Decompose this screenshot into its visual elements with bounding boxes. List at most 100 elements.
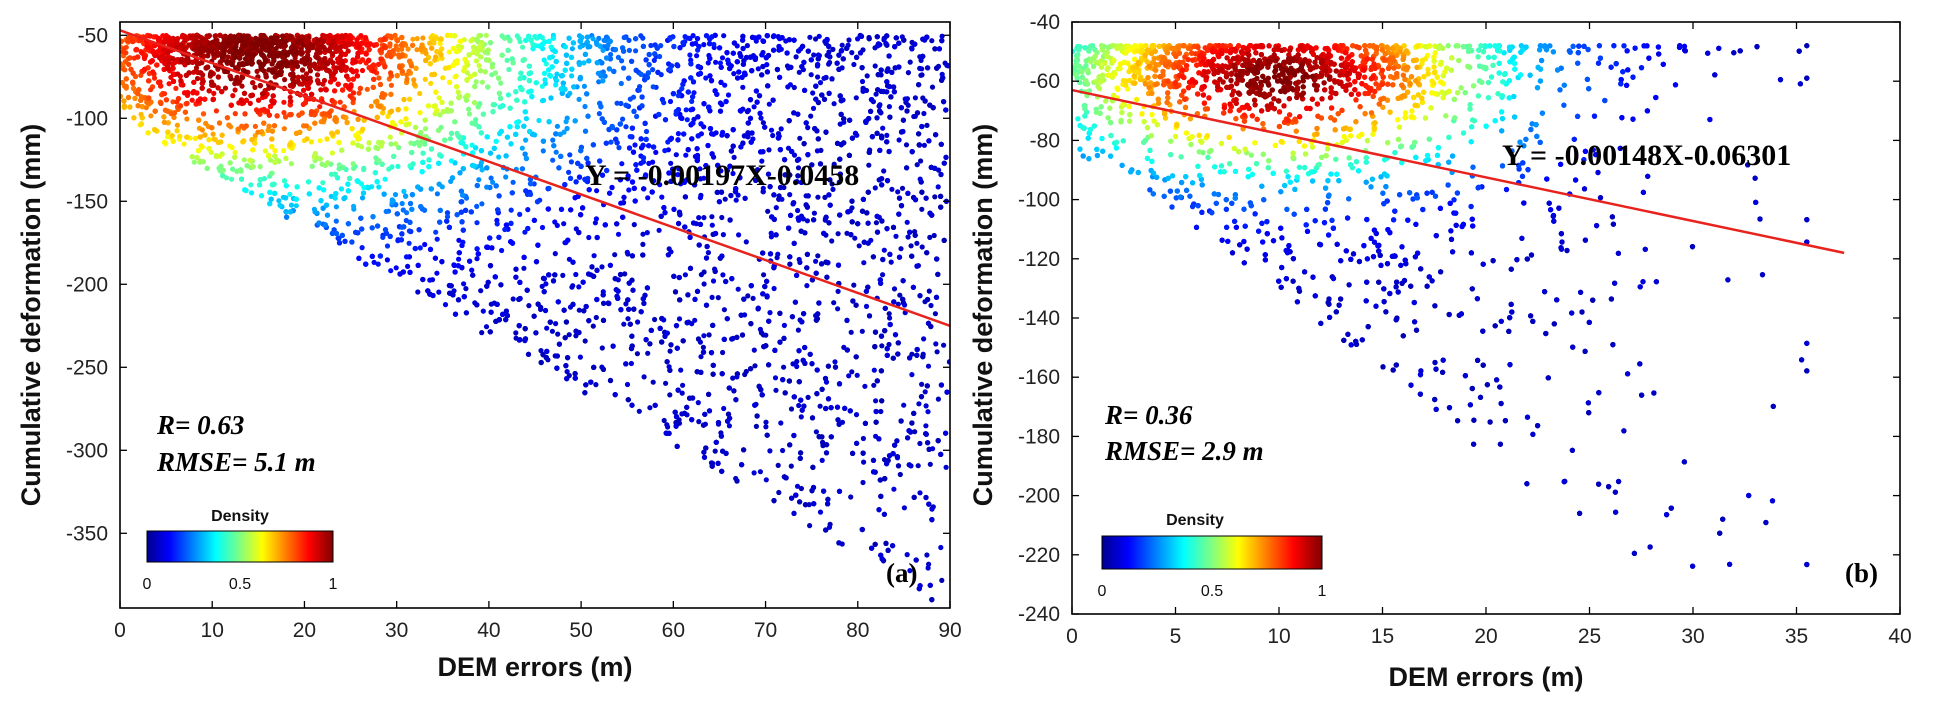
scatter-point — [562, 67, 568, 73]
scatter-point — [839, 419, 846, 425]
scatter-point — [558, 206, 565, 212]
scatter-point — [914, 346, 920, 353]
scatter-point — [591, 253, 597, 259]
scatter-point — [553, 131, 559, 137]
scatter-point — [582, 128, 589, 134]
scatter-point — [729, 276, 735, 282]
scatter-point — [517, 279, 523, 285]
scatter-point — [415, 262, 421, 268]
scatter-point — [637, 84, 643, 90]
scatter-point — [600, 317, 607, 323]
scatter-point — [901, 402, 907, 408]
scatter-point — [498, 282, 504, 288]
scatter-point — [924, 552, 930, 558]
scatter-point — [821, 96, 828, 102]
scatter-point — [698, 354, 704, 360]
scatter-point — [586, 318, 592, 324]
scatter-point — [566, 332, 572, 338]
scatter-point — [626, 145, 633, 151]
scatter-point — [861, 239, 867, 245]
scatter-point — [561, 129, 567, 135]
scatter-point — [404, 210, 410, 216]
scatter-point — [897, 471, 903, 478]
scatter-point — [879, 556, 885, 562]
scatter-point — [925, 65, 931, 71]
scatter-point — [917, 65, 923, 71]
scatter-point — [771, 498, 777, 504]
scatter-point — [496, 193, 502, 199]
scatter-point — [582, 51, 589, 58]
scatter-point — [775, 135, 782, 141]
scatter-point — [798, 397, 804, 403]
scatter-point — [496, 234, 502, 240]
scatter-point — [608, 139, 614, 145]
scatter-point — [612, 47, 619, 53]
scatter-point — [788, 212, 794, 218]
scatter-point — [938, 451, 944, 457]
scatter-point — [789, 495, 795, 501]
scatter-point — [835, 262, 842, 268]
scatter-point — [412, 245, 418, 252]
scatter-point — [892, 44, 898, 50]
scatter-point — [941, 99, 947, 105]
scatter-point — [810, 90, 816, 96]
scatter-point — [689, 136, 695, 142]
scatter-point — [893, 233, 899, 239]
scatter-point — [904, 552, 910, 558]
scatter-point — [824, 274, 830, 280]
scatter-point — [721, 33, 727, 39]
scatter-point — [527, 128, 533, 135]
scatter-point — [749, 130, 755, 136]
scatter-point — [807, 351, 813, 357]
scatter-point — [594, 296, 600, 303]
scatter-point — [695, 133, 701, 139]
scatter-point — [503, 174, 509, 180]
scatter-point — [721, 405, 727, 412]
scatter-point — [882, 328, 888, 334]
scatter-point — [799, 407, 805, 413]
scatter-point — [556, 341, 563, 347]
scatter-point — [599, 264, 605, 270]
scatter-point — [461, 281, 467, 287]
scatter-point — [489, 245, 495, 251]
scatter-point — [487, 235, 493, 241]
scatter-point — [719, 214, 725, 221]
scatter-point — [664, 330, 671, 336]
scatter-point — [493, 138, 499, 144]
scatter-point — [480, 308, 486, 314]
scatter-point — [573, 333, 579, 339]
scatter-point — [874, 115, 880, 121]
scatter-point — [804, 283, 810, 289]
scatter-point — [708, 350, 715, 356]
scatter-point — [817, 509, 824, 515]
scatter-point — [901, 505, 908, 511]
scatter-point — [624, 381, 631, 388]
scatter-point — [723, 450, 729, 456]
scatter-point — [272, 190, 278, 196]
scatter-point — [356, 255, 362, 261]
scatter-point — [929, 597, 935, 603]
scatter-point — [269, 182, 275, 188]
scatter-point — [674, 443, 680, 449]
scatter-point — [863, 303, 870, 309]
scatter-point — [792, 299, 799, 305]
scatter-point — [832, 359, 838, 365]
scatter-point — [788, 64, 794, 70]
scatter-point — [698, 272, 705, 278]
scatter-point — [791, 394, 797, 400]
scatter-point — [865, 220, 871, 226]
scatter-point — [791, 432, 797, 439]
scatter-point — [640, 252, 646, 258]
scatter-point — [895, 189, 901, 195]
scatter-point — [668, 249, 674, 255]
scatter-point — [831, 300, 837, 306]
scatter-point — [796, 256, 802, 263]
scatter-point — [405, 263, 411, 269]
scatter-point — [905, 190, 911, 196]
scatter-point — [591, 273, 597, 279]
scatter-point — [916, 401, 922, 407]
scatter-point — [938, 141, 944, 147]
scatter-point — [623, 124, 629, 130]
scatter-point — [846, 373, 852, 379]
scatter-point — [349, 239, 355, 245]
